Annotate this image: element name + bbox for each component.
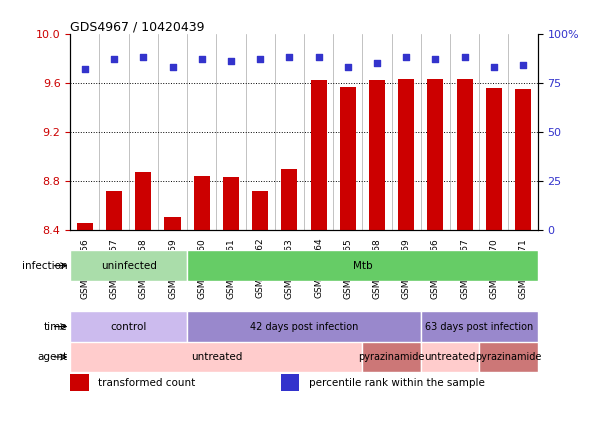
Point (285, 54, 295, 61)
Bar (369, 80, 385, 230)
Point (197, 56, 207, 63)
Text: transformed count: transformed count (98, 378, 196, 388)
Bar (362, 342, 421, 372)
Bar (223, 177, 239, 230)
Point (518, 62, 528, 69)
Bar (164, 217, 180, 230)
Bar (135, 173, 152, 230)
Bar (187, 250, 538, 281)
Text: infection: infection (21, 261, 67, 271)
Bar (479, 342, 538, 372)
Text: time: time (43, 321, 67, 332)
Bar (70, 342, 362, 372)
Point (313, 54, 323, 61)
Text: control: control (111, 321, 147, 332)
Point (109, 56, 119, 63)
Bar (70, 374, 89, 391)
Text: agent: agent (37, 352, 67, 362)
Bar (486, 88, 502, 230)
Bar (310, 80, 327, 230)
Bar (194, 176, 210, 230)
Point (167, 64, 177, 71)
Point (226, 58, 236, 65)
Text: GDS4967 / 10420439: GDS4967 / 10420439 (70, 21, 205, 34)
Text: uninfected: uninfected (101, 261, 156, 271)
Point (431, 56, 441, 63)
Point (139, 54, 148, 61)
Bar (77, 223, 93, 230)
Point (343, 64, 353, 71)
Bar (252, 191, 268, 230)
Text: 42 days post infection: 42 days post infection (250, 321, 358, 332)
Bar (421, 342, 479, 372)
Text: Mtb: Mtb (353, 261, 372, 271)
Point (80, 66, 90, 73)
Text: percentile rank within the sample: percentile rank within the sample (309, 378, 485, 388)
Bar (421, 311, 538, 342)
Text: pyrazinamide: pyrazinamide (475, 352, 542, 362)
Text: pyrazinamide: pyrazinamide (359, 352, 425, 362)
Bar (456, 79, 473, 230)
Bar (398, 79, 414, 230)
Point (372, 60, 382, 67)
Point (489, 64, 499, 71)
Text: untreated: untreated (425, 352, 476, 362)
Text: 63 days post infection: 63 days post infection (425, 321, 533, 332)
Bar (340, 87, 356, 230)
Bar (70, 250, 187, 281)
Bar (187, 311, 421, 342)
Text: untreated: untreated (191, 352, 242, 362)
Bar (281, 169, 298, 230)
Point (401, 54, 411, 61)
Point (255, 56, 265, 63)
Bar (280, 374, 299, 391)
Bar (70, 311, 187, 342)
Point (459, 54, 469, 61)
Bar (428, 79, 444, 230)
Bar (106, 191, 122, 230)
Bar (515, 89, 531, 230)
